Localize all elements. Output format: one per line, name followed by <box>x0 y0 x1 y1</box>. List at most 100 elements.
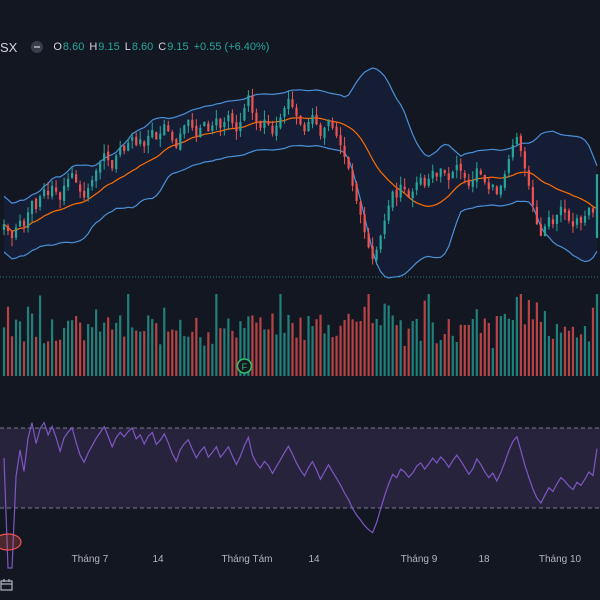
volume-bar <box>91 327 94 376</box>
candle-body <box>251 95 254 113</box>
volume-bar <box>555 323 559 376</box>
candle <box>159 125 162 148</box>
volume-bar <box>179 319 182 376</box>
volume-bar <box>275 334 278 376</box>
candle-body <box>367 233 370 248</box>
volume-bar <box>155 323 158 376</box>
candle-body <box>303 124 306 132</box>
close-value: 9.15 <box>167 41 189 53</box>
volume-bar <box>339 325 342 376</box>
volume-bar <box>307 315 310 376</box>
candle <box>519 133 522 157</box>
candle-body <box>415 182 418 191</box>
volume-bar <box>115 322 118 376</box>
volume-bar <box>87 324 90 376</box>
candle-body <box>299 115 302 125</box>
candle-body <box>511 145 514 158</box>
candle-body <box>18 220 22 227</box>
candle-body <box>191 119 194 128</box>
volume-bar <box>451 335 454 376</box>
candle <box>267 114 270 126</box>
candle-body <box>471 180 474 187</box>
candle-body <box>267 121 270 125</box>
candle <box>487 177 490 195</box>
volume-bar <box>22 341 26 376</box>
candle <box>99 160 102 180</box>
volume-bar <box>355 321 358 376</box>
candle <box>179 127 182 151</box>
candle-body <box>395 189 398 198</box>
volume-bar <box>30 313 34 376</box>
volume-bar <box>175 330 178 376</box>
volume-bar <box>287 314 290 376</box>
volume-bar <box>343 320 346 376</box>
volume-bar <box>303 339 306 376</box>
volume-bar <box>187 336 190 376</box>
candle-body <box>451 171 454 179</box>
volume-bar <box>50 319 54 376</box>
candle <box>207 120 210 132</box>
candle-body <box>79 184 82 192</box>
high-key: H <box>89 41 98 53</box>
candle-body <box>463 172 466 178</box>
candle <box>327 119 330 132</box>
candle-body <box>187 119 190 126</box>
candle <box>463 170 466 184</box>
candle-body <box>115 155 118 170</box>
candle <box>575 214 579 229</box>
candle-body <box>555 214 559 224</box>
time-axis-label: Tháng Tám <box>222 554 273 565</box>
minus-icon[interactable] <box>31 41 44 53</box>
volume-bar <box>263 329 266 376</box>
symbol-label[interactable]: SX <box>0 39 18 55</box>
candle <box>351 163 354 192</box>
volume-bar <box>591 307 595 376</box>
candle-body <box>323 127 326 139</box>
candle-body <box>351 170 354 186</box>
candle <box>411 188 414 208</box>
volume-bar <box>26 306 30 376</box>
volume-bar <box>143 330 146 376</box>
candle-body <box>30 200 34 215</box>
candle-body <box>255 112 258 122</box>
volume-bar <box>207 332 210 376</box>
candle-body <box>383 220 386 235</box>
volume-bar <box>471 319 474 376</box>
candle <box>103 144 106 170</box>
candle <box>2 219 6 236</box>
candle <box>503 170 506 191</box>
candle-body <box>559 206 563 216</box>
candle <box>135 132 138 147</box>
calendar-icon[interactable] <box>0 578 14 592</box>
volume-bar <box>551 338 555 376</box>
candle-body <box>167 125 170 132</box>
candle <box>371 237 374 265</box>
candle <box>531 179 534 212</box>
volume-bar <box>183 336 186 376</box>
candle-body <box>279 117 282 128</box>
volume-bar <box>399 320 402 376</box>
candle <box>407 188 410 198</box>
candle-body <box>407 190 410 198</box>
candle-body <box>579 216 583 223</box>
candle-body <box>571 221 575 227</box>
candle-body <box>479 170 482 175</box>
volume-bar <box>375 318 378 376</box>
candle <box>87 183 90 202</box>
volume-bar <box>507 318 510 376</box>
oversold-marker <box>0 533 22 551</box>
candle-body <box>467 179 470 186</box>
candle <box>187 119 190 133</box>
candle <box>431 164 434 184</box>
candle <box>423 174 426 189</box>
candle <box>42 183 46 199</box>
candle-body <box>135 136 138 146</box>
candle-body <box>563 208 567 213</box>
volume-bar <box>147 315 150 376</box>
volume-bar <box>267 329 270 376</box>
candle-body <box>491 184 494 188</box>
candle <box>151 122 154 139</box>
volume-bar <box>211 343 214 376</box>
volume-bar <box>67 320 70 376</box>
